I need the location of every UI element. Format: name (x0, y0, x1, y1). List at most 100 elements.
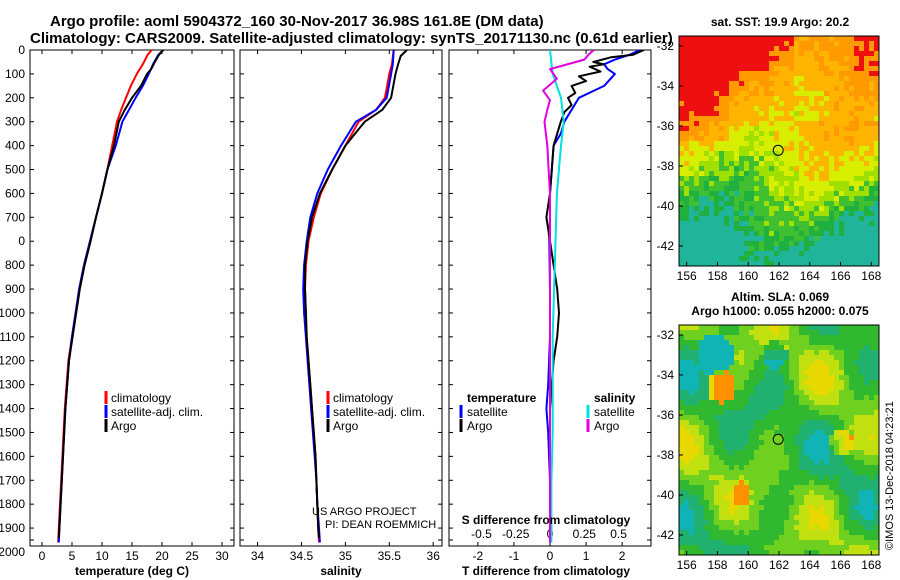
sla-cell (724, 540, 730, 546)
sst-cell (709, 86, 715, 92)
sst-cell (774, 106, 780, 112)
sla-cell (714, 425, 720, 431)
sst-cell (764, 136, 770, 142)
sla-cell (779, 365, 785, 371)
sst-cell (874, 176, 880, 182)
sla-cell (814, 540, 820, 546)
sla-cell (834, 460, 840, 466)
sla-cell (859, 375, 865, 381)
sst-cell (699, 211, 705, 217)
map-y-tick-label: -38 (657, 159, 675, 173)
sla-cell (749, 500, 755, 506)
imos-timestamp: ©IMOS 13-Dec-2018 04:23:21 (884, 401, 896, 550)
sla-cell (704, 480, 710, 486)
sst-cell (694, 191, 700, 197)
sla-cell (869, 545, 875, 551)
sst-cell (794, 131, 800, 137)
sla-cell (839, 455, 845, 461)
sst-cell (819, 231, 825, 237)
sst-cell (824, 151, 830, 157)
sst-cell (699, 81, 705, 87)
sla-cell (839, 550, 845, 556)
sst-cell (679, 81, 685, 87)
sst-cell (799, 261, 805, 267)
sst-cell (759, 36, 765, 42)
sst-cell (719, 91, 725, 97)
sst-cell (764, 146, 770, 152)
sla-cell (714, 450, 720, 456)
sla-cell (689, 440, 695, 446)
sla-cell (784, 350, 790, 356)
sla-cell (859, 550, 865, 556)
sla-cell (699, 490, 705, 496)
sst-cell (679, 146, 685, 152)
sla-cell (779, 340, 785, 346)
sla-cell (824, 365, 830, 371)
sla-cell (789, 535, 795, 541)
sla-cell (844, 550, 850, 556)
sst-cell (829, 116, 835, 122)
sla-cell (684, 410, 690, 416)
sst-float-marker (772, 144, 784, 156)
sla-cell (859, 395, 865, 401)
sst-cell (779, 156, 785, 162)
sla-cell (834, 385, 840, 391)
sst-cell (739, 181, 745, 187)
sla-cell (759, 370, 765, 376)
sst-cell (834, 131, 840, 137)
sst-cell (709, 146, 715, 152)
sla-cell (754, 475, 760, 481)
legend-label-satellite: satellite-adj. clim. (333, 405, 425, 419)
sla-cell (824, 330, 830, 336)
sst-cell (849, 236, 855, 242)
sst-cell (834, 96, 840, 102)
sst-cell (684, 91, 690, 97)
sla-cell (769, 430, 775, 436)
sst-cell (864, 166, 870, 172)
sst-cell (849, 91, 855, 97)
sla-cell (794, 410, 800, 416)
sla-cell (854, 490, 860, 496)
sst-cell (794, 261, 800, 267)
difference-lines (542, 50, 645, 543)
sla-cell (689, 495, 695, 501)
sst-cell (729, 241, 735, 247)
sst-cell (704, 101, 710, 107)
sla-cell (679, 470, 685, 476)
sla-cell (814, 495, 820, 501)
sla-cell (704, 530, 710, 536)
sst-cell (844, 261, 850, 267)
sst-cell (829, 236, 835, 242)
sst-cell (769, 146, 775, 152)
sla-cell (719, 535, 725, 541)
map-y-tick-label: -42 (657, 239, 675, 253)
sla-cell (769, 455, 775, 461)
sst-cell (784, 176, 790, 182)
sla-cell (844, 345, 850, 351)
sla-cell (719, 470, 725, 476)
sst-cell (679, 36, 685, 42)
sst-cell (709, 236, 715, 242)
sla-cell (819, 460, 825, 466)
sst-cell (804, 221, 810, 227)
sst-cell (759, 71, 765, 77)
sla-cell (749, 375, 755, 381)
sst-cell (834, 66, 840, 72)
sst-cell (869, 226, 875, 232)
depth-tick-label: 2000 (0, 545, 25, 559)
sst-cell (719, 66, 725, 72)
sla-cell (864, 500, 870, 506)
sst-cell (739, 56, 745, 62)
sst-cell (719, 81, 725, 87)
sla-cell (689, 395, 695, 401)
sst-cell (854, 246, 860, 252)
sla-cell (694, 510, 700, 516)
sst-cell (844, 91, 850, 97)
sst-cell (729, 156, 735, 162)
sst-cell (849, 191, 855, 197)
sst-cell (854, 106, 860, 112)
sst-cell (864, 91, 870, 97)
sla-cell (694, 450, 700, 456)
sst-cell (854, 146, 860, 152)
sla-cell (814, 515, 820, 521)
